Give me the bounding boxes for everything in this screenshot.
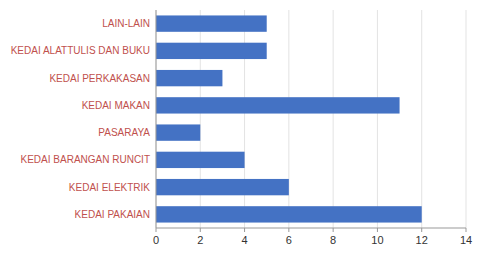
x-axis-line [156, 228, 466, 229]
x-tick-label: 8 [330, 234, 336, 246]
bar [156, 97, 400, 113]
grid-line [156, 10, 157, 228]
category-label: KEDAI ELEKTRIK [69, 182, 150, 193]
x-tick [466, 228, 467, 232]
category-label: LAIN-LAIN [102, 18, 150, 29]
bar [156, 179, 289, 195]
x-tick-label: 4 [242, 234, 248, 246]
x-tick-label: 10 [371, 234, 383, 246]
x-tick-label: 14 [460, 234, 472, 246]
x-tick-label: 12 [416, 234, 428, 246]
grid-line [333, 10, 334, 228]
chart-container: 0 2 4 6 8 10 12 14 KEDAI PAKAIAN KEDAI ELEKTRIK KE… [0, 0, 482, 254]
category-label: KEDAI PERKAKASAN [49, 73, 150, 84]
category-label: KEDAI PAKAIAN [75, 209, 150, 220]
grid [156, 10, 466, 228]
x-tick [333, 228, 334, 232]
x-tick [244, 228, 245, 232]
x-tick-label: 2 [197, 234, 203, 246]
bars [156, 15, 422, 222]
bar [156, 15, 267, 31]
bar [156, 206, 422, 222]
bar [156, 70, 222, 86]
grid-line [466, 10, 467, 228]
chart-svg: 0 2 4 6 8 10 12 14 KEDAI PAKAIAN KEDAI ELEKTRIK KE… [0, 0, 482, 254]
y-axis-line [156, 10, 157, 228]
x-tick-label: 6 [286, 234, 292, 246]
category-label: KEDAI BARANGAN RUNCIT [21, 154, 150, 165]
bar [156, 124, 200, 140]
category-label: KEDAI ALATTULIS DAN BUKU [11, 45, 150, 56]
grid-line [377, 10, 378, 228]
page: {"chart_data": {"type": "bar", "orientat… [0, 0, 482, 254]
x-tick [156, 228, 157, 232]
axes: 0 2 4 6 8 10 12 14 KEDAI PAKAIAN KEDAI ELEKTRIK KE… [11, 10, 472, 246]
x-tick [421, 228, 422, 232]
x-tick [288, 228, 289, 232]
category-label: PASARAYA [98, 127, 150, 138]
x-tick [200, 228, 201, 232]
x-tick [377, 228, 378, 232]
bar [156, 43, 267, 59]
category-label: KEDAI MAKAN [82, 100, 150, 111]
x-tick-label: 0 [153, 234, 159, 246]
grid-line [421, 10, 422, 228]
bar [156, 152, 245, 168]
